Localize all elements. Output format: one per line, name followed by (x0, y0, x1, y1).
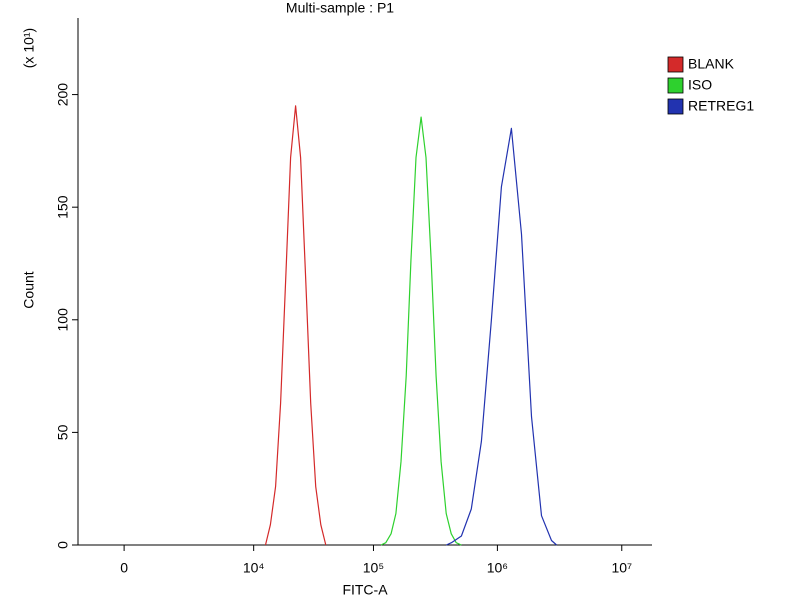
legend-label: ISO (688, 77, 712, 93)
y-tick-label: 100 (55, 308, 71, 332)
y-tick-label: 200 (55, 83, 71, 107)
x-tick-label: 10⁶ (487, 560, 508, 576)
legend-label: RETREG1 (688, 98, 754, 114)
y-axis-label: Count (21, 271, 37, 308)
x-tick-label: 10⁷ (611, 560, 632, 576)
y-tick-label: 150 (55, 195, 71, 219)
legend-swatch (667, 77, 684, 94)
legend-swatch (667, 98, 684, 115)
histogram-line (446, 127, 557, 546)
x-tick-label: 10⁵ (363, 560, 384, 576)
histogram-line (264, 105, 327, 546)
x-axis-label: FITC-A (342, 582, 388, 598)
histogram-line (380, 116, 462, 546)
legend-swatch (667, 56, 684, 73)
chart-title: Multi-sample : P1 (286, 0, 394, 16)
y-tick-label: 0 (55, 541, 71, 549)
y-multiplier: (x 10¹) (21, 28, 37, 68)
x-tick-label: 0 (120, 560, 128, 576)
y-tick-label: 50 (55, 424, 71, 440)
legend-label: BLANK (688, 56, 735, 72)
x-tick-label: 10⁴ (243, 560, 265, 576)
